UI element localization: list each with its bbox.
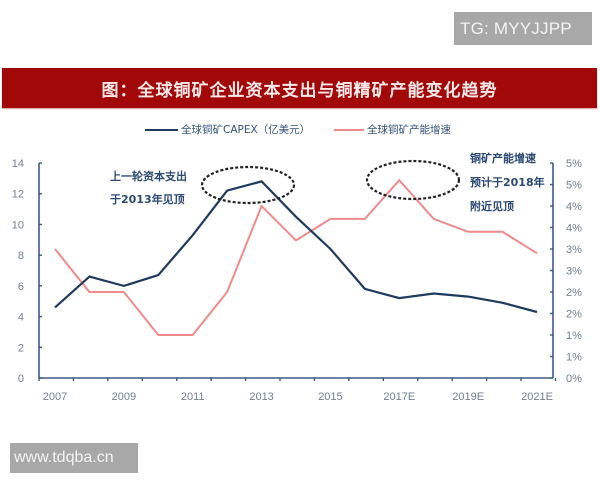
x-tick-label: 2007: [43, 391, 67, 403]
legend-swatch-growth: [334, 128, 364, 131]
x-tick-label: 2011: [181, 391, 205, 403]
chart-title: 图：全球铜矿企业资本支出与铜精矿产能变化趋势: [101, 80, 498, 101]
legend-swatch-capex: [145, 128, 178, 131]
annotation-capex-line1: 上一轮资本支出: [110, 169, 187, 183]
right-tick-label: 1%: [566, 330, 582, 342]
growth-series-line: [54, 178, 538, 336]
legend-label-growth: 全球铜矿产能增速: [367, 124, 451, 136]
x-tick-label: 2021E: [521, 391, 553, 403]
right-tick-label: 5%: [566, 158, 582, 170]
right-tick-label: 5%: [566, 180, 582, 192]
x-tick-label: 2013: [249, 391, 273, 403]
left-tick-label: 8: [18, 250, 24, 262]
peak-ellipse-2017: [365, 159, 461, 201]
chart-title-banner: 图：全球铜矿企业资本支出与铜精矿产能变化趋势: [2, 68, 597, 108]
x-tick-label: 2009: [112, 391, 136, 403]
left-tick-label: 14: [12, 158, 24, 170]
left-tick-label: 10: [12, 219, 24, 231]
legend-item-growth: 全球铜矿产能增速: [334, 122, 451, 137]
right-tick-label: 2%: [566, 309, 582, 321]
right-tick-label: 4%: [566, 201, 582, 213]
right-tick-label: 4%: [566, 223, 582, 235]
annotation-growth-line2: 预计于2018年: [470, 175, 545, 189]
left-axis: 0 2 4 6 8 10 12 14: [12, 158, 42, 385]
legend: 全球铜矿CAPEX（亿美元） 全球铜矿产能增速: [0, 122, 600, 140]
x-tick-label: 2017E: [383, 391, 415, 403]
annotation-capex-line2: 于2013年见顶: [110, 192, 185, 206]
legend-label-capex: 全球铜矿CAPEX（亿美元）: [181, 124, 311, 136]
annotation-growth-line1: 铜矿产能增速: [469, 151, 536, 165]
watermark-bottom: www.tdqba.cn: [10, 443, 138, 473]
watermark-top: TG: MYYJJPP: [454, 12, 592, 45]
left-tick-label: 2: [18, 342, 24, 354]
right-tick-label: 3%: [566, 266, 582, 278]
left-tick-label: 0: [18, 373, 24, 385]
x-tick-label: 2015: [318, 391, 342, 403]
x-axis: 2007 2009 2011 2013 2015 2017E 2019E 2021E: [38, 377, 557, 403]
right-tick-label: 3%: [566, 244, 582, 256]
left-tick-label: 12: [12, 189, 24, 201]
right-tick-label: 2%: [566, 287, 582, 299]
left-tick-label: 4: [18, 312, 24, 324]
right-axis: 0% 1% 1% 2% 2% 3% 3% 4% 4% 5% 5%: [550, 158, 582, 385]
right-tick-label: 1%: [566, 352, 582, 364]
capex-series-line: [54, 180, 538, 314]
x-tick-label: 2019E: [452, 391, 484, 403]
legend-item-capex: 全球铜矿CAPEX（亿美元）: [145, 122, 310, 137]
left-tick-label: 6: [18, 281, 24, 293]
annotation-growth-line3: 附近见顶: [470, 199, 514, 213]
right-tick-label: 0%: [566, 373, 582, 385]
peak-ellipse-2013: [200, 165, 296, 205]
